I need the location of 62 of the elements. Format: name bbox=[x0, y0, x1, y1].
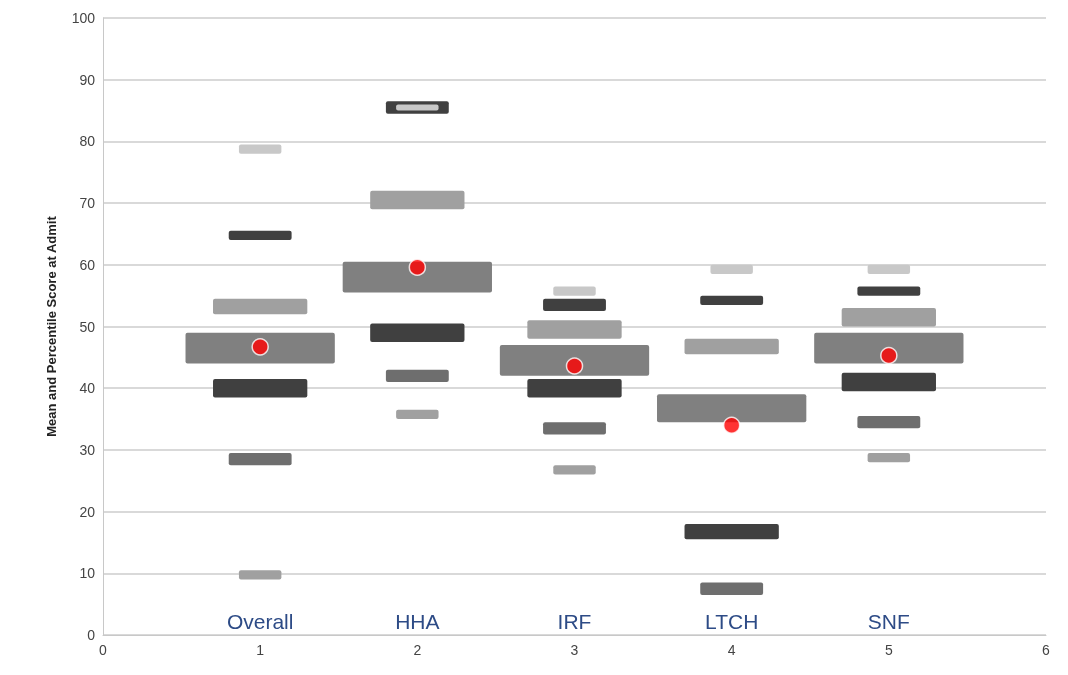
annotation: LTCH bbox=[705, 610, 759, 633]
bar bbox=[370, 190, 465, 210]
bar bbox=[867, 264, 911, 275]
bar bbox=[228, 230, 292, 241]
bar bbox=[710, 264, 753, 275]
bar bbox=[396, 409, 439, 420]
bar bbox=[700, 295, 764, 305]
x-tick-label: 3 bbox=[570, 642, 579, 658]
point bbox=[880, 346, 898, 365]
bar bbox=[185, 332, 335, 364]
bar bbox=[657, 394, 807, 423]
bar bbox=[814, 332, 964, 364]
bar bbox=[553, 286, 596, 296]
x-tick-label: 5 bbox=[884, 642, 893, 658]
y-tick-label: 50 bbox=[79, 318, 96, 335]
bar bbox=[867, 452, 911, 463]
bar bbox=[342, 261, 492, 293]
point bbox=[722, 416, 741, 434]
y-tick-label: 60 bbox=[79, 256, 96, 273]
point bbox=[251, 338, 269, 356]
y-axis-title: Mean and Percentile Score at Admit bbox=[44, 215, 59, 437]
annotation: IRF bbox=[557, 610, 592, 633]
point bbox=[565, 357, 584, 375]
bar bbox=[238, 144, 282, 154]
x-tick-label: 4 bbox=[727, 642, 736, 658]
bar bbox=[857, 415, 921, 429]
bar bbox=[841, 307, 936, 327]
y-tick-label: 0 bbox=[87, 627, 96, 643]
bar bbox=[499, 345, 650, 376]
bar bbox=[543, 298, 606, 312]
bar bbox=[684, 523, 779, 540]
y-tick-label: 30 bbox=[79, 441, 96, 458]
bar bbox=[213, 378, 308, 398]
x-tick-label: 6 bbox=[1042, 642, 1051, 658]
x-tick-label: 0 bbox=[99, 642, 108, 658]
bar bbox=[553, 465, 596, 475]
bar bbox=[385, 369, 449, 383]
annotation: Overall bbox=[226, 610, 294, 633]
bar bbox=[238, 570, 282, 580]
bar bbox=[543, 422, 606, 435]
bar bbox=[527, 320, 622, 339]
x-tick-label: 2 bbox=[413, 642, 422, 658]
annotation: HHA bbox=[395, 610, 440, 633]
bar bbox=[684, 338, 779, 355]
point bbox=[408, 258, 427, 277]
bar bbox=[396, 104, 439, 111]
bar bbox=[213, 298, 308, 315]
y-tick-label: 10 bbox=[79, 565, 96, 582]
bar bbox=[527, 378, 622, 398]
bar bbox=[841, 372, 936, 392]
y-tick-label: 100 bbox=[71, 10, 96, 26]
bar bbox=[700, 582, 764, 595]
y-tick-label: 70 bbox=[79, 195, 96, 212]
bar bbox=[857, 286, 921, 296]
bar bbox=[228, 452, 292, 466]
annotation: SNF bbox=[867, 610, 910, 633]
y-tick-label: 90 bbox=[79, 71, 96, 88]
x-tick-label: 1 bbox=[256, 642, 265, 658]
y-tick-label: 20 bbox=[79, 503, 96, 520]
y-tick-label: 80 bbox=[79, 133, 96, 150]
bar bbox=[370, 323, 465, 342]
y-tick-label: 40 bbox=[79, 380, 96, 397]
